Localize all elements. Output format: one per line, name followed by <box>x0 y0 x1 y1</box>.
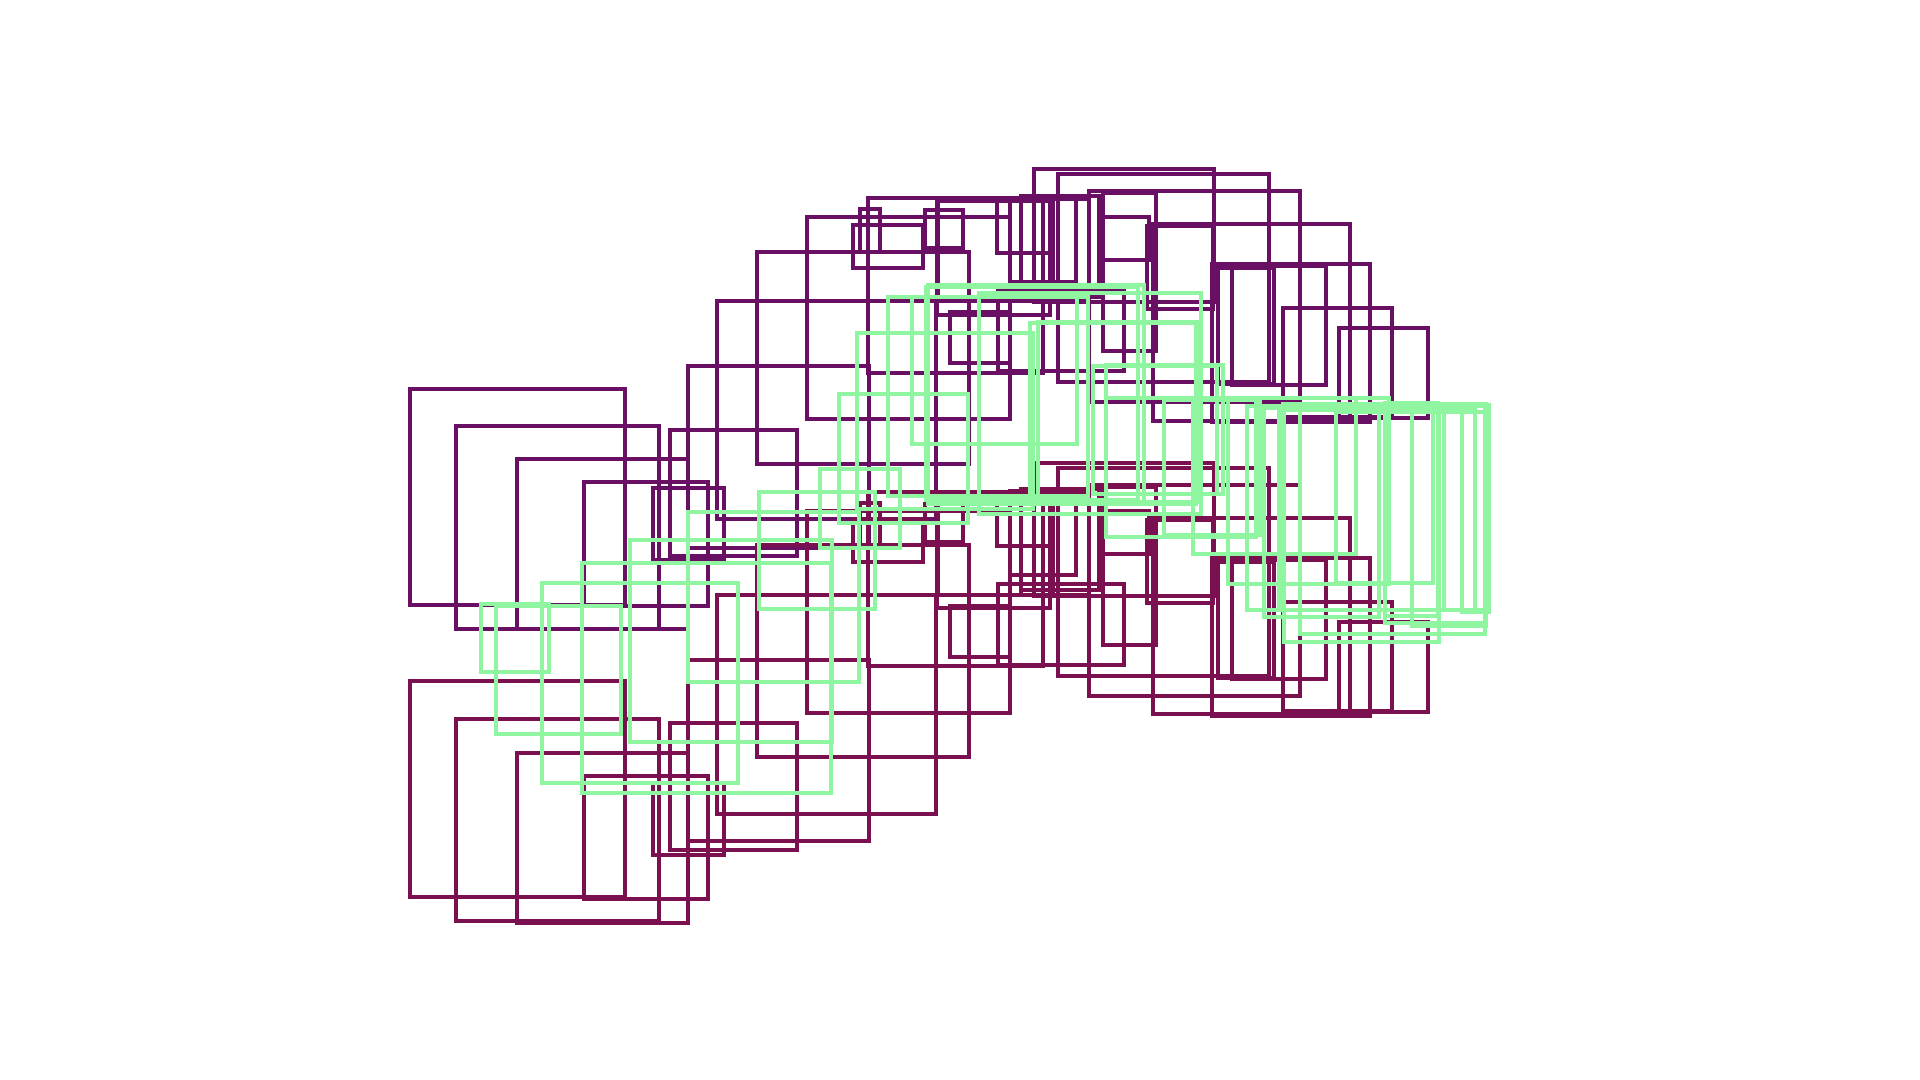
crimson-square <box>1101 485 1158 647</box>
mint-square <box>1226 396 1391 586</box>
crimson-square <box>948 604 1012 659</box>
purple-square <box>1145 224 1215 311</box>
crimson-square <box>668 721 799 852</box>
purple-square <box>923 208 965 250</box>
crimson-square <box>996 582 1126 667</box>
mint-square <box>1277 408 1477 612</box>
crimson-square <box>715 593 938 816</box>
mint-square <box>686 510 861 684</box>
purple-square <box>996 288 1126 373</box>
mint-squares-layer <box>479 283 1491 795</box>
crimson-square <box>1145 518 1215 605</box>
mint-square <box>910 295 1079 446</box>
purple-square <box>686 364 871 550</box>
mint-square <box>1028 321 1198 506</box>
purple-square <box>715 299 938 521</box>
purple-square <box>582 480 710 608</box>
mint-square <box>1104 363 1225 496</box>
purple-square <box>1019 197 1055 303</box>
crimson-square <box>582 774 710 901</box>
mint-square <box>855 331 1035 511</box>
mint-square <box>1298 404 1487 636</box>
purple-square <box>1101 191 1158 353</box>
purple-square <box>1230 264 1328 387</box>
mint-square <box>837 392 970 525</box>
mint-square <box>494 604 623 736</box>
purple-square <box>1098 215 1151 262</box>
crimson-square <box>686 658 871 843</box>
mint-square <box>757 490 877 611</box>
crimson-square <box>1098 509 1151 556</box>
mint-square <box>628 538 834 744</box>
purple-square <box>1056 172 1271 384</box>
purple-square <box>858 207 882 254</box>
